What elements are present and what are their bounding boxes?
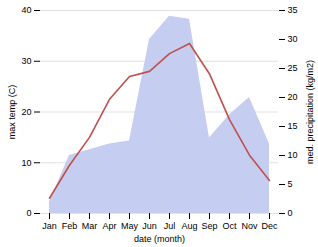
svg-text:30: 30 [21,56,31,66]
svg-text:Feb: Feb [62,221,78,231]
svg-text:Jul: Jul [164,221,176,231]
svg-text:0: 0 [26,208,31,218]
svg-text:Aug: Aug [181,221,197,231]
svg-text:20: 20 [21,107,31,117]
svg-text:Sep: Sep [201,221,217,231]
svg-text:10: 10 [21,158,31,168]
svg-text:Jan: Jan [42,221,57,231]
svg-text:30: 30 [288,34,298,44]
svg-text:date (month): date (month) [134,234,185,244]
svg-text:Dec: Dec [261,221,278,231]
svg-text:40: 40 [21,5,31,15]
svg-text:Jun: Jun [142,221,157,231]
svg-text:med. precipitation (kg/m2): med. precipitation (kg/m2) [305,60,315,164]
svg-text:15: 15 [288,121,298,131]
svg-text:max temp (C): max temp (C) [7,85,17,140]
svg-text:Mar: Mar [82,221,98,231]
svg-text:5: 5 [288,179,293,189]
svg-text:Nov: Nov [241,221,258,231]
svg-text:May: May [121,221,139,231]
svg-text:25: 25 [288,63,298,73]
svg-text:10: 10 [288,150,298,160]
svg-text:20: 20 [288,92,298,102]
svg-text:0: 0 [288,208,293,218]
svg-text:35: 35 [288,5,298,15]
svg-text:Apr: Apr [102,221,116,231]
svg-text:Oct: Oct [222,221,237,231]
